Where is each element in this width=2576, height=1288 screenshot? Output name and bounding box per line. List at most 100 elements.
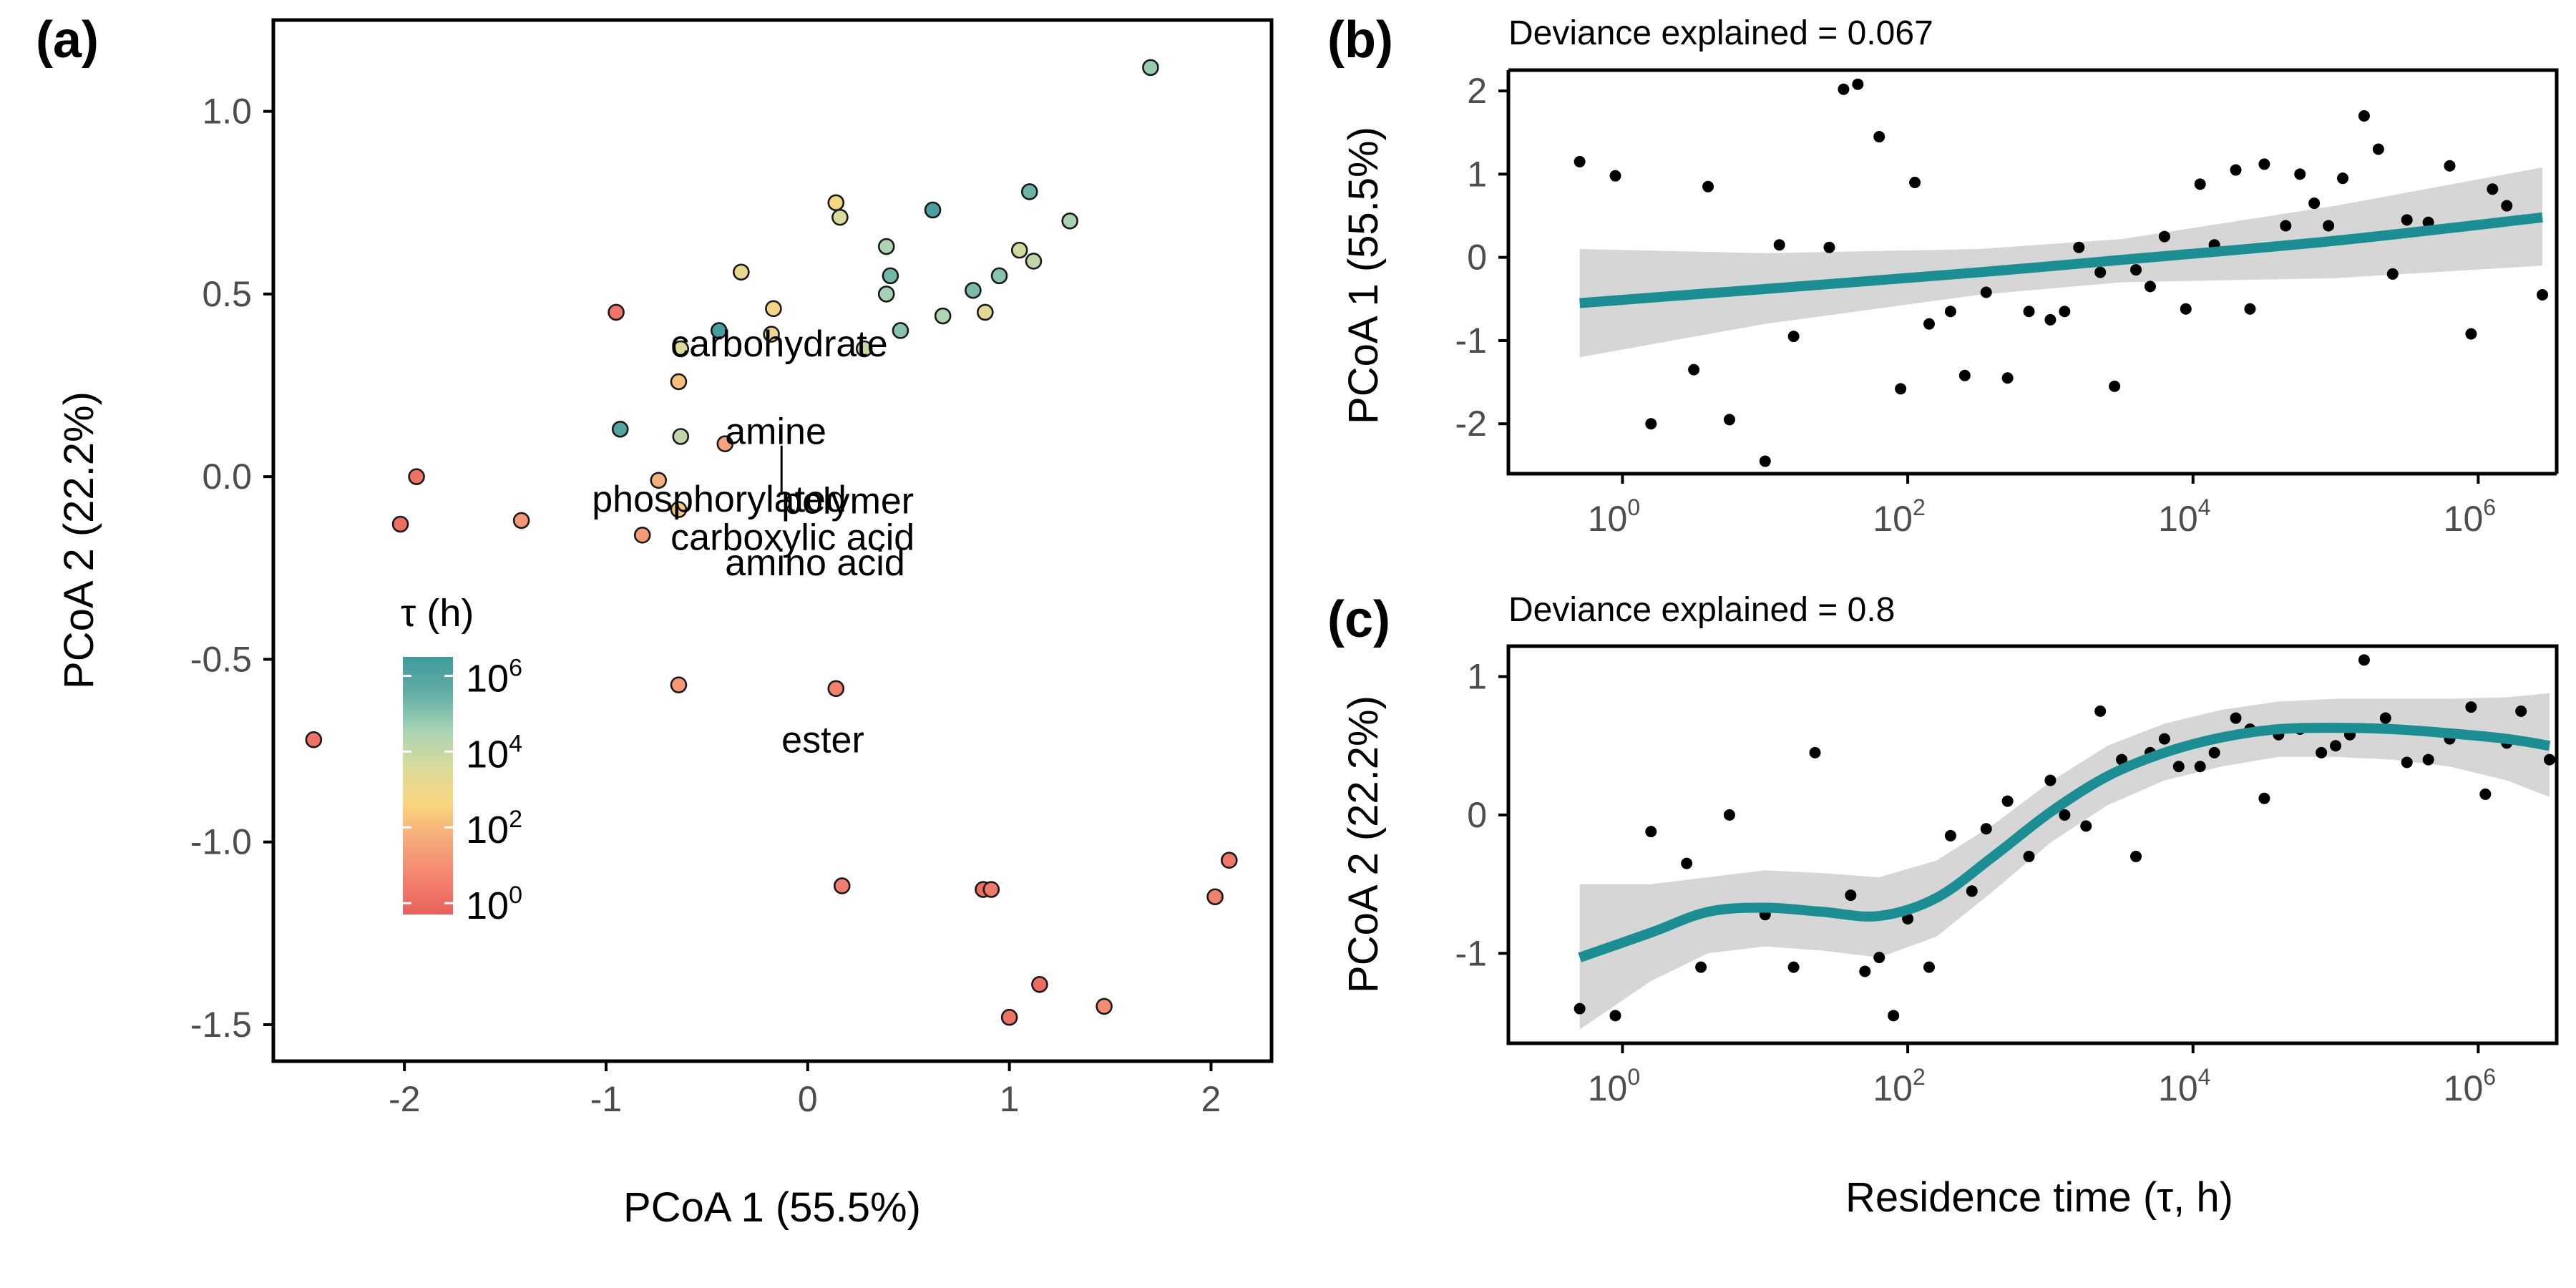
panel-b-point [1895,383,1907,395]
panel-b-point [2337,172,2349,185]
panel-b-point [1645,418,1657,430]
panel-c-point [1574,1002,1586,1015]
panel-a-point [512,512,530,530]
panel-b-point [2244,303,2256,315]
panel-a-x-tick-label: 2 [1201,1079,1221,1119]
panel-a-point [1096,997,1113,1015]
panel-b-point [1723,414,1735,426]
colorbar [403,657,453,914]
colorbar-tick-label: 102 [466,806,522,852]
panel-b-point [2001,372,2014,384]
panel-a-point [670,373,688,391]
panel-b-point [1838,83,1850,95]
panel-c-fit [1578,723,2551,962]
panel-a-point [672,428,690,445]
panel-c-ticks: 100 102 104 106 -1 0 1 [1455,657,2497,1108]
panel-c-point [2230,712,2242,724]
panel-c-point [1923,961,1935,973]
panel-a-point [982,881,1000,898]
panel-c-point [2094,705,2107,717]
panel-c-point [2001,795,2014,807]
panel-c-deviance-label: Deviance explained = 0.8 [1508,591,1895,629]
panel-c-point [2208,746,2220,758]
panel-a-group-label: phosphorylated [592,479,847,520]
panel-a-point [924,201,942,219]
panel-c-frame [1506,644,2559,1045]
panel-b-point [2059,306,2071,318]
panel-a-point [977,303,994,321]
panel-c-y-tick-label: -1 [1455,933,1487,973]
panel-a-x-tick-label: -2 [389,1079,420,1119]
panel-a-point [1000,1008,1018,1026]
panel-b-deviance-label: Deviance explained = 0.067 [1508,14,1933,52]
panel-b-point [2044,313,2057,326]
panel-b-point [2144,280,2156,293]
panel-b-y-tick-label: 2 [1467,71,1487,111]
panel-b-point [2444,160,2456,172]
panel-a-letter: (a) [36,11,99,69]
panel-b-point [1688,364,1700,376]
panel-a-point [650,472,668,489]
colorbar-tick-label: 106 [466,654,522,700]
panel-a-point [1021,183,1038,200]
panel-b-point [2023,306,2035,318]
panel-b-point [1759,455,1771,467]
panel-a-y-tick-label: 0.5 [202,274,252,314]
panel-a-y-tick-label: 0.0 [202,457,252,497]
panel-b-point [2094,266,2107,278]
panel-a-point [765,300,782,318]
panel-c-point [2080,820,2092,832]
panel-a-x-tick-label: -1 [590,1079,622,1119]
panel-b-point [1574,155,1586,167]
panel-b-frame-top-right [1508,68,2559,474]
panel-b-point [2158,230,2170,243]
panel-b-points [1574,78,2549,467]
panel-b-point [2230,164,2242,176]
panel-b-x-tick-label: 104 [2158,494,2210,539]
panel-b-point [2194,178,2206,190]
panel-b-point [2130,264,2142,276]
panel-b-axes [1506,70,2557,476]
panel-c-fit-line [1578,723,2551,962]
panel-a-point [827,680,845,698]
panel-b-point [2465,328,2477,340]
panel-a-point [608,303,625,321]
panel-b-point [2109,380,2121,392]
panel-a-group-label: polymer [781,480,914,522]
panel-b-point [2372,143,2384,155]
panel-b-y-tick-label: -2 [1455,404,1487,444]
panel-a-point [855,340,873,358]
panel-a-frame [271,18,1274,1063]
panel-c-y-axis-title: PCoA 2 (22.2%) [1340,696,1387,993]
panel-a-point [670,676,688,693]
panel-c-x-tick-label: 102 [1873,1064,1925,1108]
panel-c-point [2330,740,2342,752]
panel-c-point [1645,826,1657,838]
panel-b-point [1958,369,1971,381]
panel-a-y-tick-label: -1.0 [190,822,252,862]
panel-a-group-label: amino acid [725,542,904,584]
panel-b-point [2180,303,2192,315]
panel-a-group-label: carboxylic acid [670,517,914,558]
panel-c-x-tick-label: 104 [2158,1064,2210,1108]
panel-c-y-tick-label: 1 [1467,657,1487,697]
panel-c-point [2401,756,2413,769]
panel-a-group-label: ester [781,720,864,761]
panel-a-ticks: -2 -1 0 1 2 -1.5 -1.0 -0.5 0.0 0.5 1.0 [190,92,1221,1119]
panel-b: Deviance explained = 0.067 100 102 104 106-… [1340,14,2559,539]
panel-a-point [1221,852,1238,869]
panel-c-point [2479,788,2492,800]
legend-title: τ (h) [401,592,474,635]
panel-a-point [1010,241,1028,259]
panel-a-point [633,527,651,544]
panel-a-group-label: carbohydrate [670,323,888,365]
panel-a-point [877,238,895,255]
panel-b-point [2294,168,2306,180]
panel-c-point [2515,705,2527,717]
panel-a-point [391,515,409,533]
panel-c-letter: (c) [1327,591,1390,648]
panel-b-point [1852,78,1864,90]
panel-c-point [2172,761,2185,773]
panel-a-point [408,468,425,485]
panel-a-point [934,307,952,325]
